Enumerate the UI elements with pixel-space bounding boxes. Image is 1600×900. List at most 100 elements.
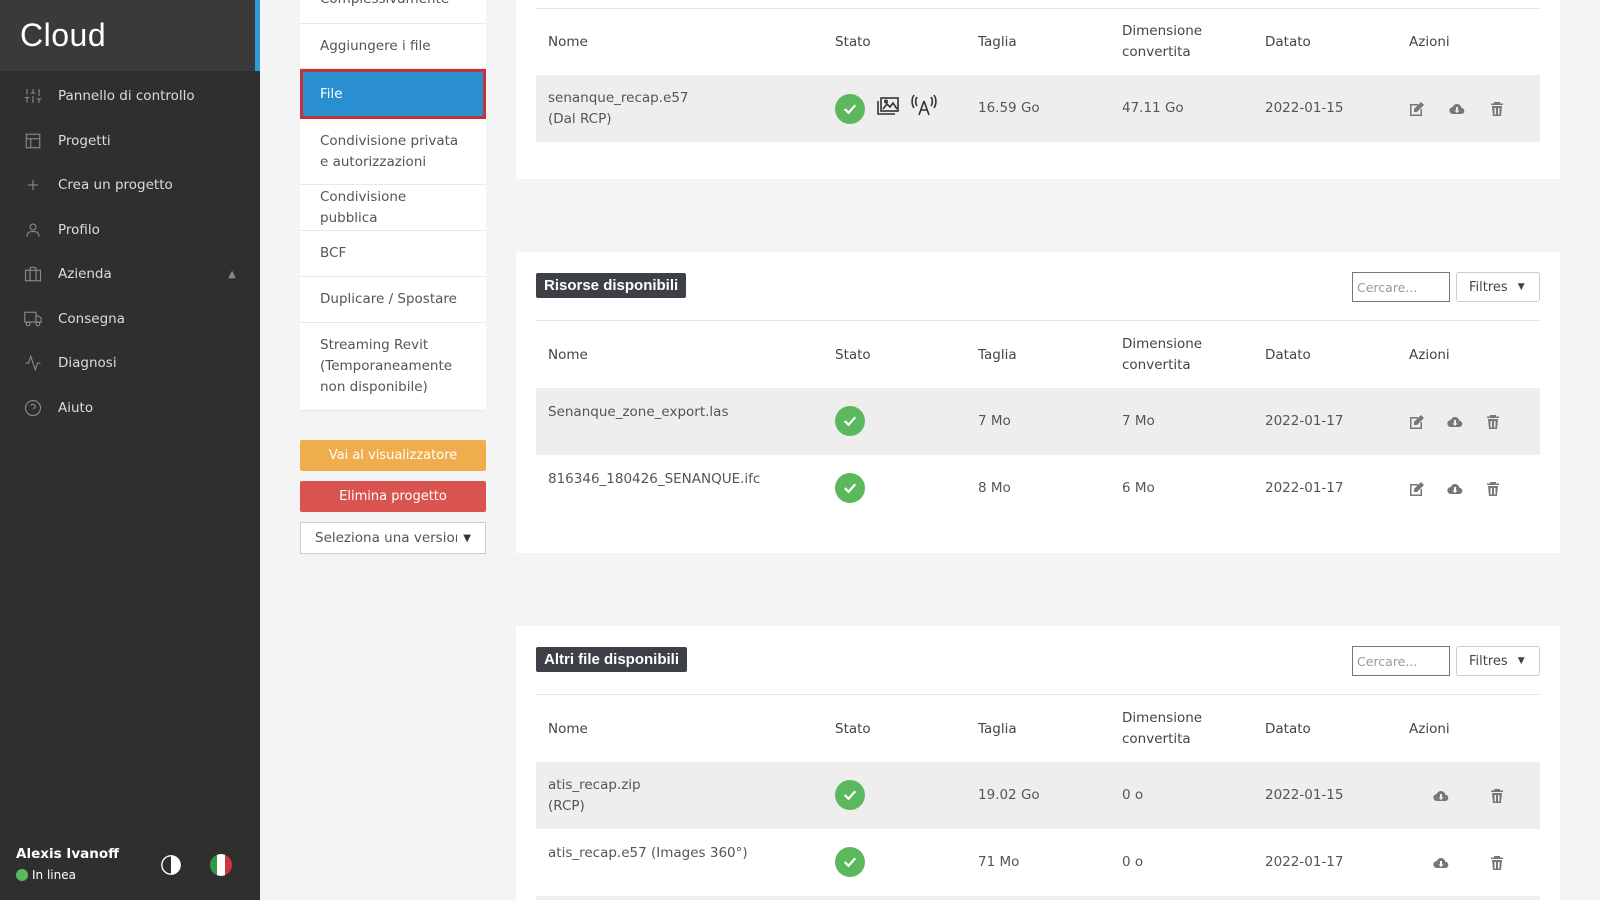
submenu-item-duplicate-move[interactable]: Duplicare / Spostare [300,277,486,323]
help-circle-icon [22,397,44,419]
col-header-name[interactable]: Nome [548,33,588,50]
sidebar-item-label: Aiuto [58,399,94,416]
table-header-row: Nome Stato Taglia Dimensione convertita … [536,696,1540,762]
col-header-actions: Azioni [1409,720,1450,737]
filter-label: Filtres [1469,279,1508,295]
sidebar-item-dashboard[interactable]: Pannello di controllo [0,74,260,119]
file-source: (Dal RCP) [548,110,612,127]
sliders-icon [22,85,44,107]
edit-icon[interactable] [1409,481,1425,497]
open-viewer-button[interactable]: Vai al visualizzatore [300,440,486,471]
check-icon [835,93,865,124]
chevron-up-icon[interactable]: ▲ [228,268,236,280]
submenu-item-bcf[interactable]: BCF [300,231,486,277]
truck-icon [22,308,44,330]
actions-cell [1397,829,1540,896]
submenu-item-streaming-revit[interactable]: Streaming Revit (Temporaneamente non dis… [300,323,486,411]
sidebar-item-profile[interactable]: Profilo [0,208,260,253]
user-status-label: In linea [32,868,76,882]
col-header-date[interactable]: Datato [1265,346,1311,363]
version-select-value: Seleziona una versione [315,530,457,546]
sidebar-item-projects[interactable]: Progetti [0,119,260,164]
submenu-item-label: Duplicare / Spostare [320,291,457,307]
submenu-item-label: BCF [320,245,347,261]
date-cell: 2022-01-15 [1253,762,1397,829]
cloud-download-icon[interactable] [1449,101,1465,117]
brand[interactable]: Cloud [0,0,260,71]
italian-flag-icon[interactable] [210,854,232,876]
col-header-date[interactable]: Datato [1265,33,1311,50]
delete-project-button[interactable]: Elimina progetto [300,481,486,512]
trash-icon[interactable] [1489,855,1505,871]
col-header-status[interactable]: Stato [835,346,871,363]
sidebar-nav: Pannello di controllo Progetti Crea un p… [0,74,260,430]
actions-cell [1397,455,1540,522]
search-input[interactable]: Cercare... [1352,272,1450,302]
cloud-download-icon[interactable] [1433,855,1449,871]
submenu-item-private-sharing[interactable]: Condivisione privata e autorizzazioni [300,119,486,185]
trash-icon[interactable] [1489,788,1505,804]
col-header-size[interactable]: Taglia [978,33,1017,50]
trash-icon[interactable] [1489,101,1505,117]
cloud-download-icon[interactable] [1433,788,1449,804]
col-header-size[interactable]: Taglia [978,346,1017,363]
sidebar-item-label: Profilo [58,221,100,238]
date-cell: 2022-01-17 [1265,854,1344,870]
status-cell [823,75,966,142]
filter-dropdown[interactable]: Filtres ▼ [1456,272,1540,302]
table-row: 816346_180426_SENANQUE.ifc 8 Mo 6 Mo 202… [536,455,1540,522]
check-icon [835,847,865,877]
file-source: (RCP) [548,797,585,814]
status-cell [823,829,966,896]
col-header-size[interactable]: Taglia [978,720,1017,737]
search-input[interactable]: Cercare... [1352,646,1450,676]
edit-icon[interactable] [1409,414,1425,430]
file-name-cell: Senanque_zone_export.las [536,388,823,455]
col-header-converted[interactable]: Dimensione convertita [1122,23,1203,60]
date-cell: 2022-01-15 [1253,75,1397,142]
images-icon[interactable] [875,92,901,125]
filter-dropdown[interactable]: Filtres ▼ [1456,646,1540,676]
submenu-item-label: Condivisione privata e autorizzazioni [320,132,459,170]
project-submenu: Complessivamente Aggiungere i file File … [300,0,486,411]
check-icon [835,473,865,503]
sidebar-item-diagnosis[interactable]: Diagnosi [0,341,260,386]
cloud-download-icon[interactable] [1447,414,1463,430]
col-header-date[interactable]: Datato [1265,720,1311,737]
col-header-converted[interactable]: Dimensione convertita [1122,336,1203,373]
submenu-item-public-sharing[interactable]: Condivisione pubblica [300,185,486,231]
sidebar-item-delivery[interactable]: Consegna [0,297,260,342]
sidebar: Cloud Pannello di controllo Progetti Cre… [0,0,260,900]
submenu-item-overview[interactable]: Complessivamente [300,0,486,24]
table-row: atis_recap.zip (RCP) 19.02 Go 0 o 2022-01… [536,762,1540,829]
edit-icon[interactable] [1409,101,1425,117]
streaming-broadcast-icon[interactable] [911,92,937,125]
col-header-status[interactable]: Stato [835,33,871,50]
file-name: senanque_recap.e57 [548,89,689,106]
submenu-item-files[interactable]: File [300,69,486,119]
table-header-row: Nome Stato Taglia Dimensione convertita … [536,9,1540,75]
submenu-item-add-files[interactable]: Aggiungere i file [300,24,486,69]
contrast-toggle-icon[interactable] [160,854,182,876]
user-info: Alexis Ivanoff In linea [16,846,119,882]
caret-down-icon: ▼ [1517,282,1525,292]
submenu-item-label: Streaming Revit (Temporaneamente non dis… [320,337,453,395]
check-icon [835,406,865,436]
brand-logo-text: Cloud [20,17,107,53]
date-cell: 2022-01-17 [1253,388,1397,455]
sidebar-item-help[interactable]: Aiuto [0,386,260,431]
col-header-name[interactable]: Nome [548,720,588,737]
check-icon [835,780,865,810]
col-header-converted[interactable]: Dimensione convertita [1122,710,1203,747]
sidebar-item-label: Progetti [58,132,111,149]
submenu-item-label: Condivisione pubblica [320,188,407,226]
version-select[interactable]: Seleziona una versione ▼ [300,522,486,554]
size-cell: 71 Mo [978,854,1020,870]
sidebar-item-create-project[interactable]: Crea un progetto [0,163,260,208]
sidebar-item-company[interactable]: Azienda ▲ [0,252,260,297]
col-header-status[interactable]: Stato [835,720,871,737]
trash-icon[interactable] [1485,414,1501,430]
cloud-download-icon[interactable] [1447,481,1463,497]
col-header-name[interactable]: Nome [548,346,588,363]
trash-icon[interactable] [1485,481,1501,497]
